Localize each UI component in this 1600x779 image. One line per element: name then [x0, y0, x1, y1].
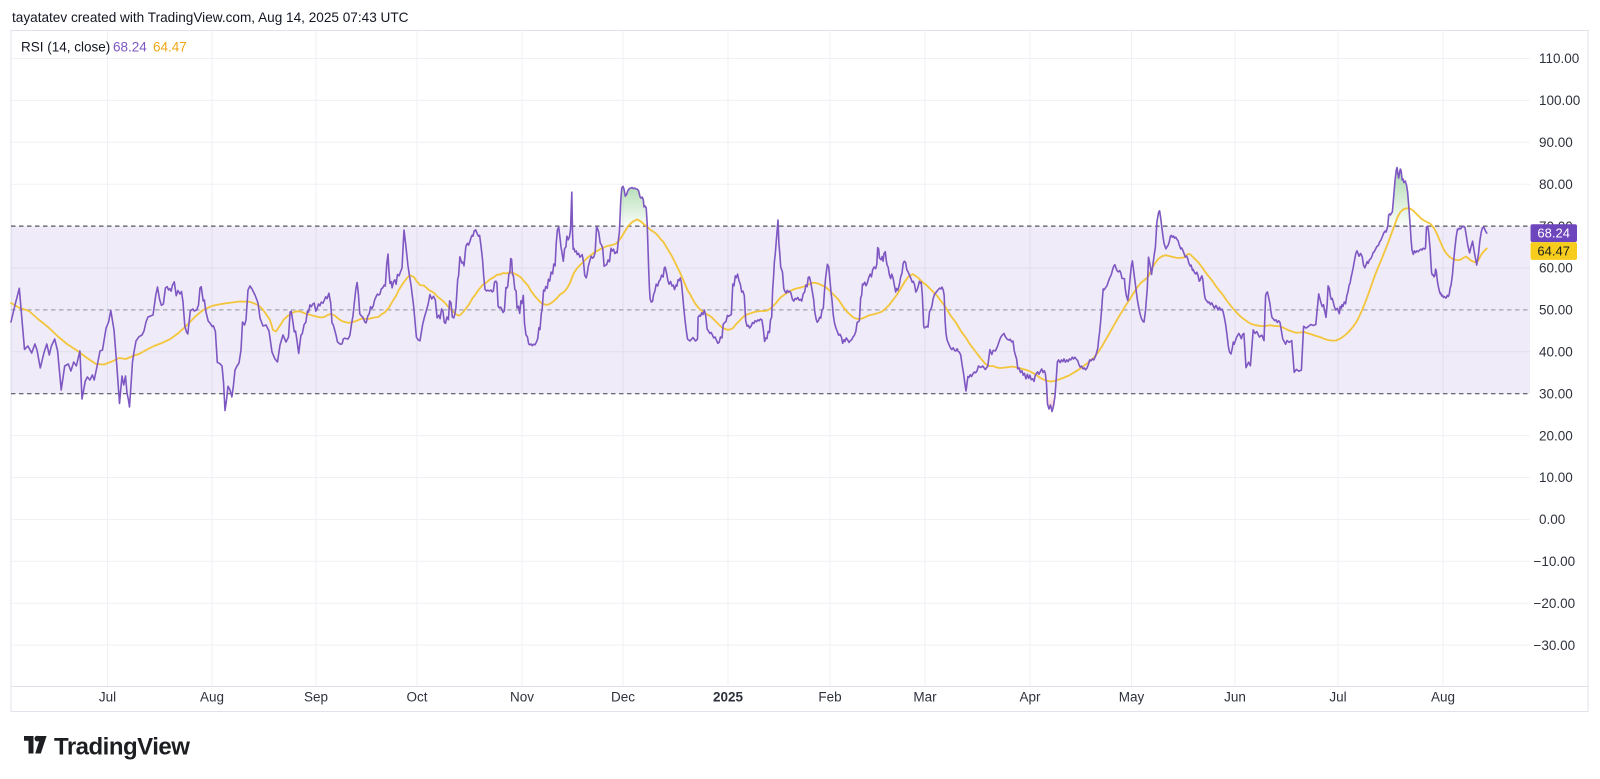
svg-text:Nov: Nov: [510, 690, 534, 705]
svg-text:64.47: 64.47: [153, 40, 187, 55]
svg-text:Aug: Aug: [200, 690, 224, 705]
svg-text:80.00: 80.00: [1539, 177, 1573, 192]
svg-text:Sep: Sep: [304, 690, 328, 705]
svg-text:10.00: 10.00: [1539, 470, 1573, 485]
svg-text:20.00: 20.00: [1539, 428, 1573, 443]
svg-text:68.24: 68.24: [1537, 226, 1570, 241]
svg-text:TradingView: TradingView: [54, 734, 190, 761]
svg-text:May: May: [1119, 690, 1145, 705]
svg-text:110.00: 110.00: [1539, 51, 1579, 66]
svg-text:RSI (14, close): RSI (14, close): [21, 40, 110, 55]
svg-text:0.00: 0.00: [1539, 512, 1565, 527]
svg-text:Mar: Mar: [913, 690, 937, 705]
svg-text:64.47: 64.47: [1537, 243, 1570, 258]
svg-text:−10.00: −10.00: [1534, 554, 1576, 569]
svg-text:60.00: 60.00: [1539, 261, 1573, 276]
svg-text:−30.00: −30.00: [1534, 638, 1576, 653]
svg-text:−20.00: −20.00: [1534, 596, 1576, 611]
svg-text:Jul: Jul: [1329, 690, 1346, 705]
svg-text:Jul: Jul: [99, 690, 116, 705]
svg-text:Oct: Oct: [406, 690, 427, 705]
svg-text:30.00: 30.00: [1539, 386, 1573, 401]
svg-text:40.00: 40.00: [1539, 345, 1573, 360]
svg-text:Jun: Jun: [1224, 690, 1246, 705]
svg-text:90.00: 90.00: [1539, 135, 1573, 150]
svg-text:Feb: Feb: [818, 690, 841, 705]
svg-text:Dec: Dec: [611, 690, 635, 705]
svg-text:100.00: 100.00: [1539, 93, 1580, 108]
svg-text:2025: 2025: [713, 690, 744, 705]
svg-text:tayatatev created with Trading: tayatatev created with TradingView.com, …: [12, 10, 409, 25]
svg-text:68.24: 68.24: [113, 40, 147, 55]
svg-text:50.00: 50.00: [1539, 303, 1573, 318]
svg-text:Aug: Aug: [1431, 690, 1455, 705]
svg-text:Apr: Apr: [1019, 690, 1041, 705]
